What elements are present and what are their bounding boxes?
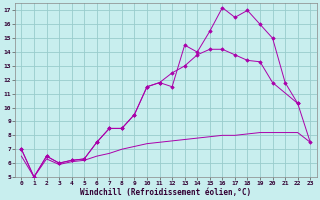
X-axis label: Windchill (Refroidissement éolien,°C): Windchill (Refroidissement éolien,°C) xyxy=(80,188,252,197)
